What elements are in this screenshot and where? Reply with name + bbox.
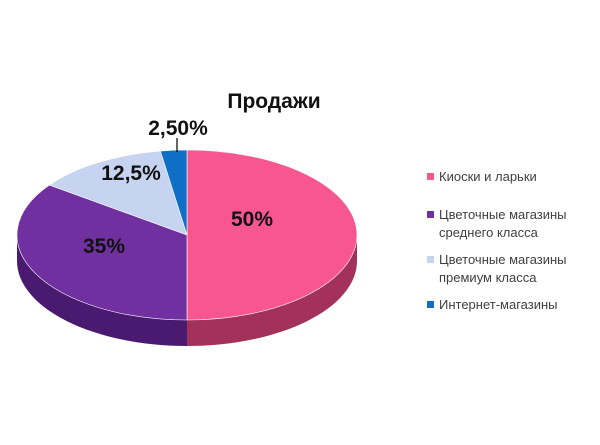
legend-swatch (427, 256, 434, 263)
slice-mid-class (16, 184, 188, 321)
chart-legend: Киоски и ларьки Цветочные магазины средн… (427, 168, 597, 323)
data-label-kiosks: 50% (231, 208, 273, 231)
legend-item-premium: Цветочные магазины премиум класса (427, 251, 597, 287)
chart-title: Продажи (227, 90, 320, 113)
data-label-mid-class: 35% (83, 235, 125, 258)
slice-kiosks (186, 149, 358, 321)
legend-label: Цветочные магазины премиум класса (439, 252, 567, 285)
legend-item-mid-class: Цветочные магазины среднего класса (427, 206, 597, 242)
pie-slices (16, 149, 358, 321)
data-label-premium: 12,5% (101, 162, 161, 185)
slice-internet (160, 149, 188, 236)
legend-label: Киоски и ларьки (439, 169, 537, 184)
data-label-internet: 2,50% (148, 117, 208, 140)
slice-mid-class-side (17, 235, 187, 346)
legend-label: Интернет-магазины (439, 297, 558, 312)
legend-swatch (427, 301, 434, 308)
legend-item-internet: Интернет-магазины (427, 296, 597, 314)
legend-label: Цветочные магазины среднего класса (439, 207, 567, 240)
legend-swatch (427, 211, 434, 218)
legend-swatch (427, 173, 434, 180)
pie-sides (17, 235, 357, 346)
legend-item-kiosks: Киоски и ларьки (427, 168, 597, 186)
slice-premium (48, 150, 188, 236)
slice-kiosks-side (187, 235, 357, 346)
